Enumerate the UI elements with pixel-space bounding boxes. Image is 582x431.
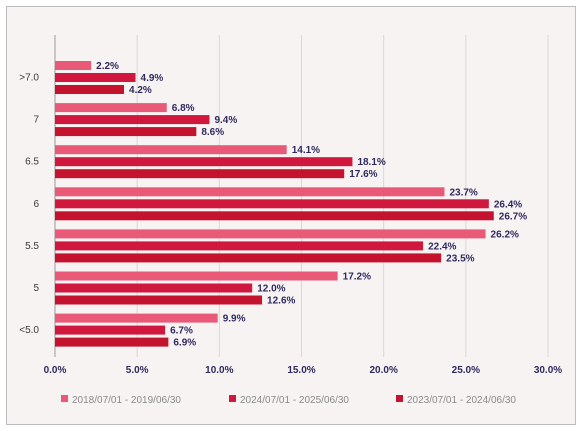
legend-label: 2018/07/01 - 2019/06/30 (72, 395, 181, 406)
data-label: 22.4% (428, 241, 456, 252)
x-axis-tick-labels: 0.0% 5.0% 10.0% 15.0% 20.0% 25.0% 30.0% (44, 365, 563, 376)
bar (55, 283, 253, 293)
data-label: 9.9% (223, 314, 246, 325)
category-labels: >7.0 7 6.5 6 5.5 5 <5.0 (19, 73, 39, 337)
x-tick-label: 30.0% (534, 365, 562, 376)
bar (55, 325, 166, 335)
bar (55, 85, 125, 94)
category-label: 5 (33, 283, 39, 294)
bar (55, 253, 442, 263)
bar (55, 199, 489, 209)
bar (55, 313, 218, 323)
data-label: 4.9% (141, 73, 164, 84)
data-label: 23.5% (446, 253, 474, 264)
bar (55, 157, 353, 167)
data-label: 26.2% (491, 229, 519, 240)
legend-label: 2023/07/01 - 2024/06/30 (407, 395, 516, 406)
bar (55, 211, 494, 221)
bar (55, 241, 424, 251)
bar (55, 61, 92, 70)
bar (55, 73, 136, 82)
x-tick-label: 10.0% (205, 365, 233, 376)
legend-swatch (396, 395, 403, 402)
data-label: 6.7% (170, 326, 193, 337)
category-label: 7 (33, 115, 39, 126)
data-label: 6.8% (172, 103, 195, 114)
category-label: 6.5 (25, 157, 39, 168)
data-label: 6.9% (173, 338, 196, 349)
data-label: 12.6% (267, 296, 295, 307)
category-label: 5.5 (25, 241, 39, 252)
data-label: 18.1% (357, 157, 385, 168)
data-label: 17.6% (349, 169, 377, 180)
bar (55, 115, 210, 125)
data-label: 23.7% (449, 187, 477, 198)
data-label: 26.7% (499, 211, 527, 222)
data-label: 4.2% (129, 85, 152, 96)
legend-swatch (229, 395, 236, 402)
bar (55, 127, 197, 137)
legend-swatch (61, 395, 68, 402)
bar (55, 337, 169, 347)
x-tick-label: 5.0% (126, 365, 149, 376)
bar (55, 169, 345, 179)
x-tick-label: 15.0% (287, 365, 315, 376)
chart-frame: 2.2% 4.9% 4.2% 6.8% 9.4% 8.6% 14.1% 18.1% 17.6% 2… (6, 6, 576, 425)
bar (55, 145, 287, 155)
data-label: 26.4% (494, 199, 522, 210)
bar (55, 229, 486, 239)
bar (55, 295, 263, 305)
bar-chart: 2.2% 4.9%4.2% 6.8% 9.4%8.6% 14.1% 18.1%17.6% 2… (19, 35, 563, 406)
bar (55, 271, 338, 281)
category-label: <5.0 (19, 325, 39, 336)
x-tick-label: 0.0% (44, 365, 67, 376)
x-tick-label: 20.0% (369, 365, 397, 376)
data-label: 14.1% (292, 145, 320, 156)
bar (55, 103, 167, 113)
category-label: >7.0 (19, 73, 39, 84)
data-label: 9.4% (214, 115, 237, 126)
data-label: 8.6% (201, 127, 224, 138)
x-tick-label: 25.0% (452, 365, 480, 376)
legend-label: 2024/07/01 - 2025/06/30 (240, 395, 349, 406)
legend: 2018/07/01 - 2019/06/30 2024/07/01 - 2025… (61, 395, 516, 406)
category-label: 6 (33, 199, 39, 210)
bar (55, 187, 445, 197)
data-label: 17.2% (343, 272, 371, 283)
data-labels: 2.2% 4.9%4.2% 6.8% 9.4%8.6% 14.1% 18.1%17.6% 2… (96, 61, 527, 349)
data-label: 2.2% (96, 61, 119, 72)
data-label: 12.0% (257, 284, 285, 295)
bars (55, 61, 494, 347)
